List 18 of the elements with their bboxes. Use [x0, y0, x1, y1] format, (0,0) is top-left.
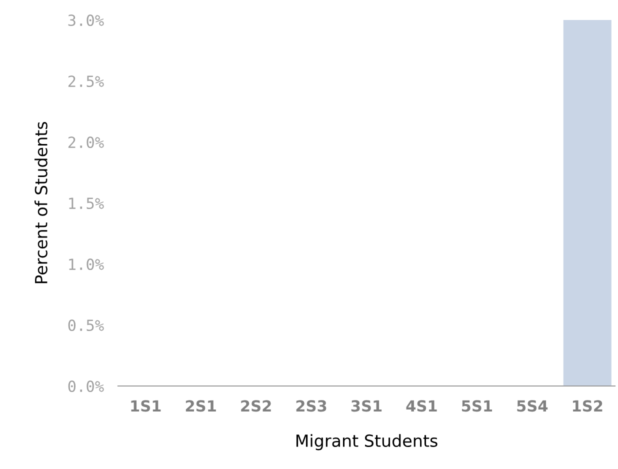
x-tick-label: 4S1: [406, 400, 437, 412]
x-tick-label: 1S1: [131, 400, 161, 412]
x-tick-label: 1S2: [572, 400, 602, 412]
y-axis-title: Percent of Students: [34, 122, 48, 284]
y-tick-label: 0.5%: [68, 320, 104, 332]
x-tick-label: 2S2: [241, 400, 271, 412]
x-tick-label: 5S1: [462, 400, 492, 412]
y-tick-label: 1.0%: [69, 258, 104, 270]
y-tick-label: 0.0%: [68, 380, 104, 392]
y-tick-label: 1.5%: [69, 198, 104, 210]
x-tick-label: 2S1: [186, 400, 216, 412]
x-axis-title: Migrant Students: [296, 434, 438, 450]
x-tick-label: 2S3: [296, 400, 326, 412]
x-tick-label: 3S1: [351, 400, 382, 412]
y-tick-label: 3.0%: [68, 14, 104, 26]
x-tick-label: 5S4: [517, 400, 548, 412]
y-tick-label: 2.5%: [68, 76, 104, 88]
y-tick-label: 2.0%: [68, 136, 104, 148]
